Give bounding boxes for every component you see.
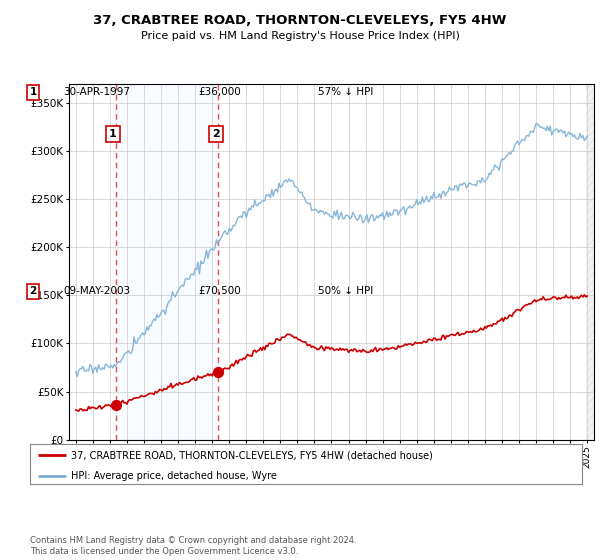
Point: [214, 367, 223, 376]
Text: 09-MAY-2003: 09-MAY-2003: [63, 286, 130, 296]
Text: 1: 1: [109, 129, 117, 139]
Text: Price paid vs. HM Land Registry's House Price Index (HPI): Price paid vs. HM Land Registry's House …: [140, 31, 460, 41]
Point: [111, 400, 121, 409]
Text: 2: 2: [212, 129, 220, 139]
Bar: [116, 84, 218, 440]
Text: 37, CRABTREE ROAD, THORNTON-CLEVELEYS, FY5 4HW (detached house): 37, CRABTREE ROAD, THORNTON-CLEVELEYS, F…: [71, 450, 433, 460]
Text: Contains HM Land Registry data © Crown copyright and database right 2024.
This d: Contains HM Land Registry data © Crown c…: [30, 536, 356, 556]
Text: 57% ↓ HPI: 57% ↓ HPI: [318, 87, 373, 97]
Bar: [586, 84, 594, 440]
Text: 2: 2: [29, 286, 37, 296]
Text: HPI: Average price, detached house, Wyre: HPI: Average price, detached house, Wyre: [71, 470, 277, 480]
Text: 1: 1: [29, 87, 37, 97]
Text: £36,000: £36,000: [198, 87, 241, 97]
Text: 37, CRABTREE ROAD, THORNTON-CLEVELEYS, FY5 4HW: 37, CRABTREE ROAD, THORNTON-CLEVELEYS, F…: [94, 14, 506, 27]
Text: 30-APR-1997: 30-APR-1997: [63, 87, 130, 97]
Text: £70,500: £70,500: [198, 286, 241, 296]
Text: 50% ↓ HPI: 50% ↓ HPI: [318, 286, 373, 296]
